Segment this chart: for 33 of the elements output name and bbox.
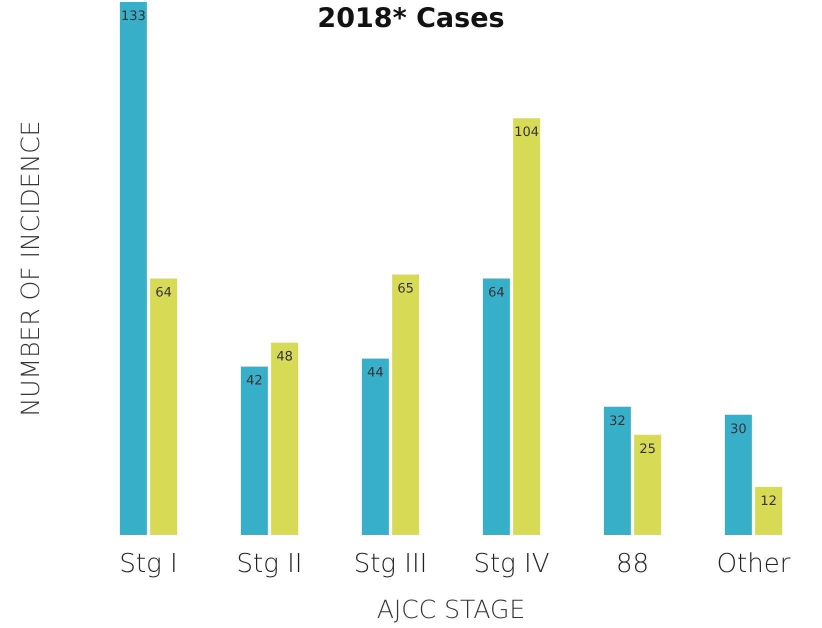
x-tick-label: 88 xyxy=(616,549,650,579)
bar xyxy=(362,358,389,535)
data-label: 42 xyxy=(246,374,263,389)
data-label: 30 xyxy=(730,422,747,437)
bar xyxy=(634,434,662,535)
data-label: 32 xyxy=(609,414,626,429)
bar xyxy=(392,274,420,535)
data-label: 65 xyxy=(397,282,414,297)
x-tick-label: Other xyxy=(716,549,791,579)
x-axis-title: AJCC STAGE xyxy=(376,595,526,624)
bar xyxy=(604,406,631,535)
x-tick-label: Stg I xyxy=(119,549,178,579)
data-label: 64 xyxy=(155,286,172,301)
data-label: 104 xyxy=(514,125,540,140)
bar xyxy=(755,486,782,535)
bar xyxy=(513,118,540,535)
data-label: 25 xyxy=(639,442,656,457)
chart-title: 2018* Cases xyxy=(317,3,505,34)
data-label: 64 xyxy=(488,286,505,301)
x-tick-label: Stg III xyxy=(354,549,428,579)
bar xyxy=(482,278,510,535)
data-label: 44 xyxy=(367,366,384,381)
x-tick-label: Stg II xyxy=(236,549,302,579)
data-label: 133 xyxy=(120,9,146,24)
bar xyxy=(150,278,178,535)
x-tick-label: Stg IV xyxy=(473,549,550,579)
y-axis-title: NUMBER OF INCIDENCE xyxy=(16,120,45,416)
bar xyxy=(240,366,268,535)
bar xyxy=(271,342,298,535)
bar xyxy=(724,414,752,535)
data-label: 48 xyxy=(276,350,293,365)
data-label: 12 xyxy=(760,494,777,509)
bar xyxy=(120,2,147,535)
